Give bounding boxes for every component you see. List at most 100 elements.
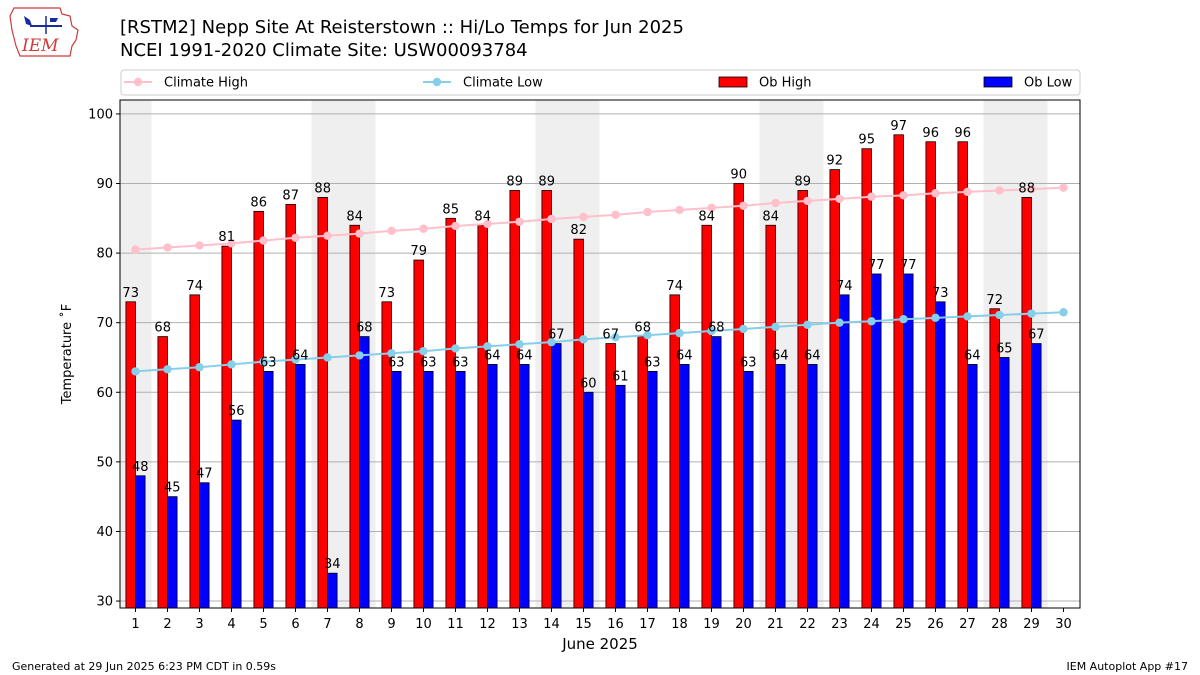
ob-high-label: 84 [698, 209, 715, 224]
ob-high-bar [765, 224, 776, 608]
ob-low-bar [743, 370, 754, 608]
x-tick-label: 5 [259, 617, 267, 632]
climate-low-point [963, 312, 972, 321]
ob-low-label: 68 [356, 321, 373, 336]
climate-low-point [899, 315, 908, 324]
ob-low-bar [1031, 343, 1042, 608]
ob-low-label: 77 [900, 258, 917, 273]
ob-low-label: 64 [676, 348, 693, 363]
x-tick-label: 21 [767, 617, 784, 632]
ob-low-label: 64 [516, 348, 533, 363]
chart-title: [RSTM2] Nepp Site At Reisterstown :: Hi/… [120, 17, 684, 38]
ob-high-bar [1021, 197, 1032, 608]
legend-box [120, 69, 1081, 96]
climate-low-point [771, 322, 780, 332]
legend-climate-low-label: Climate Low [463, 76, 543, 91]
legend-climate-high-label: Climate High [164, 76, 248, 91]
ob-high-label: 81 [218, 230, 235, 245]
climate-low-point [387, 349, 396, 358]
x-tick-label: 13 [511, 617, 528, 632]
climate-low-point [579, 335, 588, 344]
climate-low-point [195, 363, 204, 372]
climate-low-point [995, 310, 1004, 320]
climate-high-line [135, 186, 1064, 251]
ob-high-label: 95 [858, 133, 875, 148]
x-tick-label: 9 [387, 617, 395, 632]
x-tick-label: 25 [895, 617, 912, 632]
climate-high-point [899, 191, 908, 200]
x-tick-label: 20 [735, 617, 752, 632]
ob-low-bar [999, 357, 1010, 608]
climate-high-point [419, 224, 428, 233]
climate-low-point [451, 344, 460, 353]
climate-high-point [995, 186, 1004, 195]
ob-low-bar [967, 364, 978, 608]
climate-low-point [1027, 309, 1036, 318]
x-tick-label: 18 [671, 617, 688, 632]
climate-low-line [135, 311, 1064, 373]
climate-high-point [771, 198, 780, 208]
ob-low-bar [583, 391, 594, 608]
ob-high-label: 96 [954, 126, 971, 141]
legend-ob-low-swatch [983, 76, 1013, 88]
climate-low-point [803, 320, 812, 329]
ob-high-label: 68 [634, 321, 651, 336]
ob-low-label: 63 [452, 355, 469, 370]
ob-high-bar [285, 203, 296, 608]
x-axis-label: June 2025 [561, 635, 638, 653]
ob-high-label: 89 [506, 174, 523, 189]
ob-low-bar [775, 364, 786, 608]
legend-climate-low-marker [432, 77, 442, 87]
ob-high-label: 90 [730, 168, 747, 183]
ob-high-bar [541, 190, 552, 608]
ob-low-label: 47 [196, 467, 213, 482]
ob-high-bar [637, 336, 648, 608]
climate-high-point [163, 243, 172, 252]
ob-low-label: 77 [868, 258, 885, 273]
ob-low-bar [135, 475, 146, 608]
climate-low-point [643, 331, 652, 340]
ob-high-label: 87 [282, 188, 299, 203]
ob-low-bar [423, 370, 434, 608]
ob-low-bar [839, 294, 850, 608]
climate-low-point [483, 342, 492, 351]
app-footer: IEM Autoplot App #17 [1066, 660, 1189, 673]
climate-low-point [1059, 308, 1068, 317]
ob-high-label: 89 [538, 174, 555, 189]
x-tick-label: 26 [927, 617, 944, 632]
climate-high-point [195, 241, 204, 250]
climate-low-point [259, 357, 268, 366]
climate-low-point [227, 360, 236, 369]
ob-low-label: 64 [292, 348, 309, 363]
ob-low-label: 63 [420, 355, 437, 370]
climate-low-point [547, 337, 556, 347]
ob-high-bar [125, 301, 136, 608]
ob-high-bar [157, 336, 168, 608]
climate-low-point [739, 324, 748, 334]
ob-high-label: 72 [986, 293, 1003, 308]
climate-low-point [867, 317, 876, 326]
climate-high-point [931, 189, 940, 198]
x-tick-label: 16 [607, 617, 624, 632]
ob-high-label: 74 [186, 279, 203, 294]
y-tick-label: 30 [96, 595, 113, 610]
climate-high-point [803, 196, 812, 206]
ob-low-bar [263, 370, 274, 608]
ob-low-bar [903, 273, 914, 608]
ob-low-label: 61 [612, 369, 629, 384]
ob-high-bar [477, 224, 488, 608]
ob-high-bar [669, 294, 680, 608]
y-tick-label: 70 [96, 316, 113, 331]
iem-logo-text: IEM [21, 36, 59, 56]
y-tick-label: 80 [96, 247, 113, 262]
ob-low-bar [487, 364, 498, 608]
climate-high-point [131, 245, 140, 254]
climate-low-point [707, 326, 716, 336]
ob-low-label: 64 [772, 348, 789, 363]
climate-high-point [451, 221, 460, 231]
ob-high-label: 67 [602, 328, 619, 343]
climate-low-point [515, 340, 524, 349]
ob-low-bar [711, 336, 722, 608]
ob-low-bar [935, 301, 946, 608]
ob-high-bar [701, 224, 712, 608]
